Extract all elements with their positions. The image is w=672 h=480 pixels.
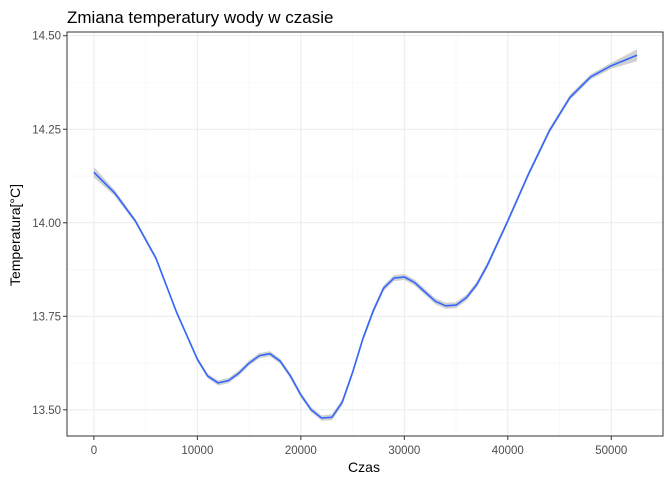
y-tick-label: 13.50 [32,405,61,417]
y-tick-label: 14.00 [32,218,61,230]
confidence-band [93,49,638,421]
x-tick-label: 0 [91,445,97,457]
plot-panel: 0 10000 20000 30000 40000 50000 13.50 13.75 14.0… [32,31,664,457]
series-line [93,54,638,419]
y-tick-label: 13.75 [32,311,61,323]
panel-border [66,31,664,437]
x-tick-label: 30000 [388,445,420,457]
x-tick-label: 40000 [492,445,524,457]
x-tick-label: 50000 [595,445,627,457]
y-tick-label: 14.50 [32,31,61,43]
x-tick-label: 20000 [285,445,317,457]
chart-title: Zmiana temperatury wody w czasie [67,8,333,27]
x-axis-title: Czas [348,459,380,475]
x-tick-label: 10000 [181,445,213,457]
y-tick-label: 14.25 [32,124,61,136]
y-axis-title: Temperatura[°C] [7,184,23,286]
